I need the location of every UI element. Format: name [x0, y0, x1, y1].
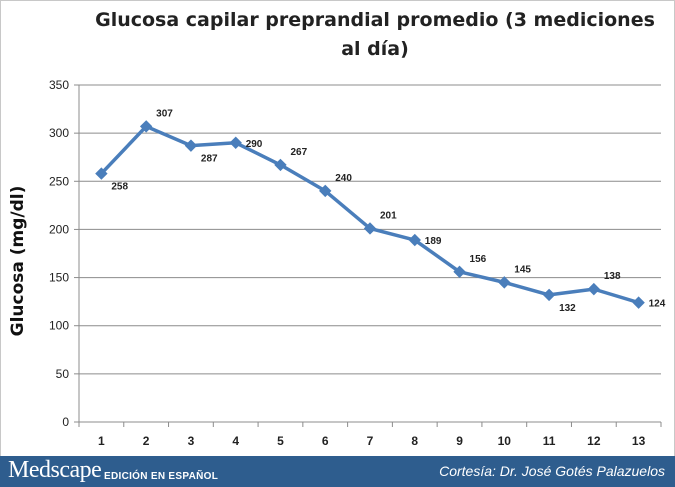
data-point-marker — [229, 136, 242, 149]
data-label: 267 — [290, 147, 307, 158]
y-tick-label: 300 — [49, 126, 69, 140]
y-tick-label: 250 — [49, 174, 69, 188]
data-point-marker — [632, 296, 645, 309]
y-tick-label: 200 — [49, 222, 69, 236]
data-label: 145 — [514, 264, 531, 275]
data-point-marker — [408, 233, 421, 247]
data-label: 287 — [201, 154, 218, 165]
x-tick-label: 8 — [411, 434, 418, 448]
series-line — [100, 124, 640, 305]
data-point-marker — [319, 184, 332, 198]
data-label: 258 — [111, 182, 128, 193]
credit-text: Cortesía: Dr. José Gotés Palazuelos — [439, 463, 665, 479]
data-label: 307 — [156, 108, 173, 119]
x-tick-label: 5 — [277, 434, 284, 448]
data-point-marker — [587, 282, 601, 296]
chart-title: Glucosa capilar preprandial promedio (3 … — [95, 9, 655, 60]
x-tick-label: 12 — [587, 434, 601, 448]
data-point-marker — [95, 167, 108, 180]
x-tick-label: 4 — [232, 434, 239, 448]
data-label: 240 — [335, 173, 352, 184]
footer-bar: Medscape EDICIÓN EN ESPAÑOL Cortesía: Dr… — [0, 456, 675, 487]
data-point-marker — [542, 288, 556, 302]
x-tick-label: 13 — [632, 434, 646, 448]
x-tick-label: 11 — [543, 434, 556, 448]
x-tick-label: 3 — [188, 434, 195, 448]
y-tick-label: 50 — [56, 367, 70, 381]
data-point-marker — [274, 158, 287, 172]
x-tick-label: 1 — [98, 434, 105, 448]
data-point-marker — [139, 120, 153, 133]
data-point-marker — [184, 139, 198, 152]
data-label: 132 — [559, 303, 576, 314]
data-point-marker — [498, 276, 511, 289]
data-label: 124 — [649, 299, 666, 310]
data-label: 201 — [380, 210, 397, 221]
y-tick-label: 350 — [49, 78, 69, 92]
data-point-marker — [363, 222, 377, 235]
brand-logo: Medscape — [8, 457, 102, 483]
x-tick-label: 6 — [322, 434, 329, 448]
data-label: 189 — [425, 236, 442, 247]
brand-subtitle: EDICIÓN EN ESPAÑOL — [104, 471, 219, 482]
data-point-marker — [453, 265, 466, 279]
y-tick-label: 150 — [49, 271, 69, 285]
y-tick-label: 0 — [62, 415, 69, 429]
x-tick-label: 10 — [498, 434, 512, 448]
x-tick-label: 7 — [367, 434, 374, 448]
x-tick-label: 9 — [456, 434, 463, 448]
data-label: 138 — [604, 271, 621, 282]
data-label: 290 — [246, 139, 263, 150]
data-label: 156 — [470, 254, 487, 265]
y-tick-label: 100 — [49, 319, 69, 333]
x-tick-label: 2 — [143, 434, 150, 448]
